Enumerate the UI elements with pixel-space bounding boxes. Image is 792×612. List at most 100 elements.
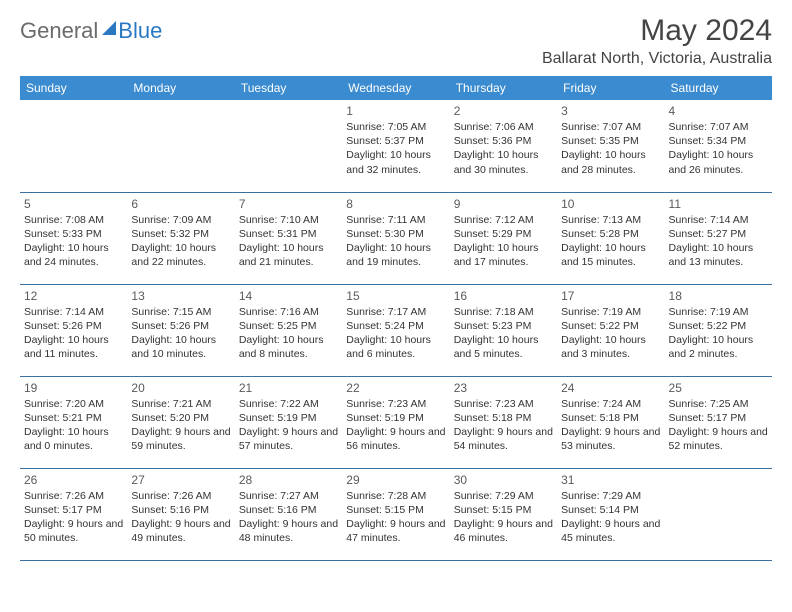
- calendar-week-row: 26Sunrise: 7:26 AMSunset: 5:17 PMDayligh…: [20, 468, 772, 560]
- calendar-week-row: 19Sunrise: 7:20 AMSunset: 5:21 PMDayligh…: [20, 376, 772, 468]
- day-number: 27: [131, 473, 230, 487]
- calendar-body: 1 Sunrise: 7:05 AMSunset: 5:37 PMDaylight…: [20, 100, 772, 560]
- day-details: Sunrise: 7:23 AMSunset: 5:19 PMDaylight:…: [346, 397, 445, 454]
- calendar-day-cell: [127, 100, 234, 192]
- day-number: 7: [239, 197, 338, 211]
- day-header: Friday: [557, 76, 664, 100]
- calendar-day-cell: 22Sunrise: 7:23 AMSunset: 5:19 PMDayligh…: [342, 376, 449, 468]
- day-details: Sunrise: 7:18 AMSunset: 5:23 PMDaylight:…: [454, 305, 553, 362]
- calendar-day-cell: [20, 100, 127, 192]
- day-number: 9: [454, 197, 553, 211]
- day-header: Monday: [127, 76, 234, 100]
- calendar-header-row: SundayMondayTuesdayWednesdayThursdayFrid…: [20, 76, 772, 100]
- calendar-day-cell: 24 Sunrise: 7:24 AMSunset: 5:18 PMDayligh…: [557, 376, 664, 468]
- calendar-table: SundayMondayTuesdayWednesdayThursdayFrid…: [20, 76, 772, 561]
- calendar-day-cell: 18Sunrise: 7:19 AMSunset: 5:22 PMDayligh…: [665, 284, 772, 376]
- day-details: Sunrise: 7:11 AMSunset: 5:30 PMDaylight:…: [346, 213, 445, 270]
- day-details: Sunrise: 7:29 AMSunset: 5:15 PMDaylight:…: [454, 489, 553, 546]
- calendar-day-cell: 25 Sunrise: 7:25 AMSunset: 5:17 PMDayligh…: [665, 376, 772, 468]
- day-details: Sunrise: 7:08 AMSunset: 5:33 PMDaylight:…: [24, 213, 123, 270]
- day-number: 13: [131, 289, 230, 303]
- day-details: Sunrise: 7:14 AMSunset: 5:26 PMDaylight:…: [24, 305, 123, 362]
- day-number: 30: [454, 473, 553, 487]
- calendar-day-cell: 8 Sunrise: 7:11 AMSunset: 5:30 PMDaylight…: [342, 192, 449, 284]
- day-details: Sunrise: 7:09 AMSunset: 5:32 PMDaylight:…: [131, 213, 230, 270]
- day-number: 29: [346, 473, 445, 487]
- calendar-day-cell: 13Sunrise: 7:15 AMSunset: 5:26 PMDayligh…: [127, 284, 234, 376]
- header-right: May 2024 Ballarat North, Victoria, Austr…: [542, 14, 772, 68]
- day-number: 20: [131, 381, 230, 395]
- day-details: Sunrise: 7:06 AMSunset: 5:36 PMDaylight:…: [454, 120, 553, 177]
- day-number: 15: [346, 289, 445, 303]
- calendar-day-cell: 20 Sunrise: 7:21 AMSunset: 5:20 PMDayligh…: [127, 376, 234, 468]
- calendar-day-cell: 14Sunrise: 7:16 AMSunset: 5:25 PMDayligh…: [235, 284, 342, 376]
- month-title: May 2024: [542, 14, 772, 48]
- day-number: 11: [669, 197, 768, 211]
- logo-text-blue: Blue: [118, 18, 162, 44]
- day-number: 5: [24, 197, 123, 211]
- header: General Blue May 2024 Ballarat North, Vi…: [20, 14, 772, 68]
- calendar-day-cell: [235, 100, 342, 192]
- calendar-week-row: 5 Sunrise: 7:08 AMSunset: 5:33 PMDaylight…: [20, 192, 772, 284]
- day-details: Sunrise: 7:17 AMSunset: 5:24 PMDaylight:…: [346, 305, 445, 362]
- day-details: Sunrise: 7:26 AMSunset: 5:16 PMDaylight:…: [131, 489, 230, 546]
- calendar-day-cell: 27 Sunrise: 7:26 AMSunset: 5:16 PMDayligh…: [127, 468, 234, 560]
- day-number: 16: [454, 289, 553, 303]
- calendar-day-cell: 21Sunrise: 7:22 AMSunset: 5:19 PMDayligh…: [235, 376, 342, 468]
- day-details: Sunrise: 7:07 AMSunset: 5:35 PMDaylight:…: [561, 120, 660, 177]
- day-details: Sunrise: 7:24 AMSunset: 5:18 PMDaylight:…: [561, 397, 660, 454]
- day-details: Sunrise: 7:23 AMSunset: 5:18 PMDaylight:…: [454, 397, 553, 454]
- calendar-day-cell: 3Sunrise: 7:07 AMSunset: 5:35 PMDaylight…: [557, 100, 664, 192]
- day-number: 23: [454, 381, 553, 395]
- calendar-day-cell: 26Sunrise: 7:26 AMSunset: 5:17 PMDayligh…: [20, 468, 127, 560]
- calendar-day-cell: 2Sunrise: 7:06 AMSunset: 5:36 PMDaylight…: [450, 100, 557, 192]
- day-number: 24: [561, 381, 660, 395]
- calendar-day-cell: 1 Sunrise: 7:05 AMSunset: 5:37 PMDaylight…: [342, 100, 449, 192]
- day-details: Sunrise: 7:27 AMSunset: 5:16 PMDaylight:…: [239, 489, 338, 546]
- day-details: Sunrise: 7:25 AMSunset: 5:17 PMDaylight:…: [669, 397, 768, 454]
- calendar-day-cell: 4 Sunrise: 7:07 AMSunset: 5:34 PMDaylight…: [665, 100, 772, 192]
- day-details: Sunrise: 7:10 AMSunset: 5:31 PMDaylight:…: [239, 213, 338, 270]
- day-details: Sunrise: 7:21 AMSunset: 5:20 PMDaylight:…: [131, 397, 230, 454]
- calendar-day-cell: 9 Sunrise: 7:12 AMSunset: 5:29 PMDaylight…: [450, 192, 557, 284]
- logo: General Blue: [20, 14, 162, 44]
- day-number: 6: [131, 197, 230, 211]
- day-number: 12: [24, 289, 123, 303]
- day-number: 1: [346, 104, 445, 118]
- day-details: Sunrise: 7:28 AMSunset: 5:15 PMDaylight:…: [346, 489, 445, 546]
- calendar-day-cell: [665, 468, 772, 560]
- sail-icon: [102, 21, 116, 35]
- day-details: Sunrise: 7:14 AMSunset: 5:27 PMDaylight:…: [669, 213, 768, 270]
- day-number: 31: [561, 473, 660, 487]
- day-details: Sunrise: 7:13 AMSunset: 5:28 PMDaylight:…: [561, 213, 660, 270]
- calendar-day-cell: 15 Sunrise: 7:17 AMSunset: 5:24 PMDayligh…: [342, 284, 449, 376]
- day-number: 26: [24, 473, 123, 487]
- calendar-day-cell: 12 Sunrise: 7:14 AMSunset: 5:26 PMDayligh…: [20, 284, 127, 376]
- calendar-day-cell: 19Sunrise: 7:20 AMSunset: 5:21 PMDayligh…: [20, 376, 127, 468]
- day-number: 25: [669, 381, 768, 395]
- day-number: 19: [24, 381, 123, 395]
- day-number: 28: [239, 473, 338, 487]
- calendar-day-cell: 6 Sunrise: 7:09 AMSunset: 5:32 PMDaylight…: [127, 192, 234, 284]
- calendar-week-row: 1 Sunrise: 7:05 AMSunset: 5:37 PMDaylight…: [20, 100, 772, 192]
- day-details: Sunrise: 7:07 AMSunset: 5:34 PMDaylight:…: [669, 120, 768, 177]
- calendar-day-cell: 23 Sunrise: 7:23 AMSunset: 5:18 PMDayligh…: [450, 376, 557, 468]
- day-details: Sunrise: 7:19 AMSunset: 5:22 PMDaylight:…: [561, 305, 660, 362]
- day-number: 4: [669, 104, 768, 118]
- day-number: 8: [346, 197, 445, 211]
- day-header: Thursday: [450, 76, 557, 100]
- location-text: Ballarat North, Victoria, Australia: [542, 50, 772, 68]
- day-number: 14: [239, 289, 338, 303]
- day-header: Saturday: [665, 76, 772, 100]
- day-number: 17: [561, 289, 660, 303]
- day-details: Sunrise: 7:19 AMSunset: 5:22 PMDaylight:…: [669, 305, 768, 362]
- calendar-day-cell: 16 Sunrise: 7:18 AMSunset: 5:23 PMDayligh…: [450, 284, 557, 376]
- day-details: Sunrise: 7:05 AMSunset: 5:37 PMDaylight:…: [346, 120, 445, 177]
- calendar-day-cell: 31Sunrise: 7:29 AMSunset: 5:14 PMDayligh…: [557, 468, 664, 560]
- calendar-week-row: 12 Sunrise: 7:14 AMSunset: 5:26 PMDayligh…: [20, 284, 772, 376]
- day-details: Sunrise: 7:12 AMSunset: 5:29 PMDaylight:…: [454, 213, 553, 270]
- calendar-day-cell: 17 Sunrise: 7:19 AMSunset: 5:22 PMDayligh…: [557, 284, 664, 376]
- logo-text-general: General: [20, 18, 98, 44]
- calendar-day-cell: 10 Sunrise: 7:13 AMSunset: 5:28 PMDayligh…: [557, 192, 664, 284]
- day-number: 10: [561, 197, 660, 211]
